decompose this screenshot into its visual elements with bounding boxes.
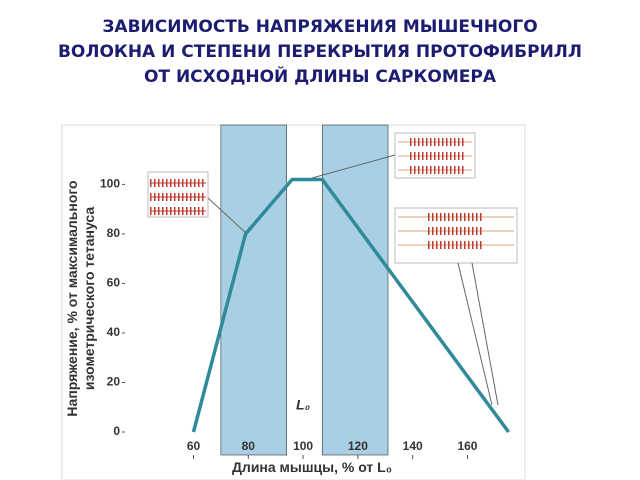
x-tick-label: 160: [457, 439, 477, 453]
chart-title: ВОЛОКНА И СТЕПЕНИ ПЕРЕКРЫТИЯ ПРОТОФИБРИЛ…: [58, 42, 582, 62]
icon-short: [147, 171, 209, 218]
x-axis-label: Длина мышцы, % от L₀: [232, 459, 392, 475]
pointer: [207, 197, 248, 235]
annotation: L₀: [296, 397, 311, 413]
data-line: [191, 177, 510, 434]
icon-optimal: [394, 132, 476, 179]
y-tick-label: 100: [100, 177, 120, 191]
chart-title: ОТ ИСХОДНОЙ ДЛИНЫ САРКОМЕРА: [144, 65, 497, 87]
x-tick-label: 140: [403, 439, 423, 453]
y-axis-label: Напряжение, % от максимального: [64, 180, 80, 416]
x-tick-label: 80: [242, 439, 256, 453]
pointer: [471, 262, 499, 406]
pointer: [457, 262, 493, 406]
plot-frame: [61, 124, 526, 480]
shaded-range: [321, 124, 389, 456]
y-tick-label: 40: [107, 325, 121, 339]
pointer: [311, 154, 396, 179]
icon-stretched: [394, 207, 518, 264]
y-tick-label: 0: [113, 424, 120, 438]
x-tick-label: 120: [348, 439, 368, 453]
y-tick-label: 60: [107, 276, 121, 290]
x-tick-label: 60: [187, 439, 201, 453]
sarcomere-icons: [147, 132, 518, 406]
y-tick-label: 80: [107, 226, 121, 240]
y-axis-label: изометрического тетануса: [81, 207, 97, 390]
x-tick-label: 100: [293, 439, 313, 453]
y-tick-label: 20: [107, 375, 121, 389]
chart-title: ЗАВИСИМОСТЬ НАПРЯЖЕНИЯ МЫШЕЧНОГО: [102, 17, 537, 37]
